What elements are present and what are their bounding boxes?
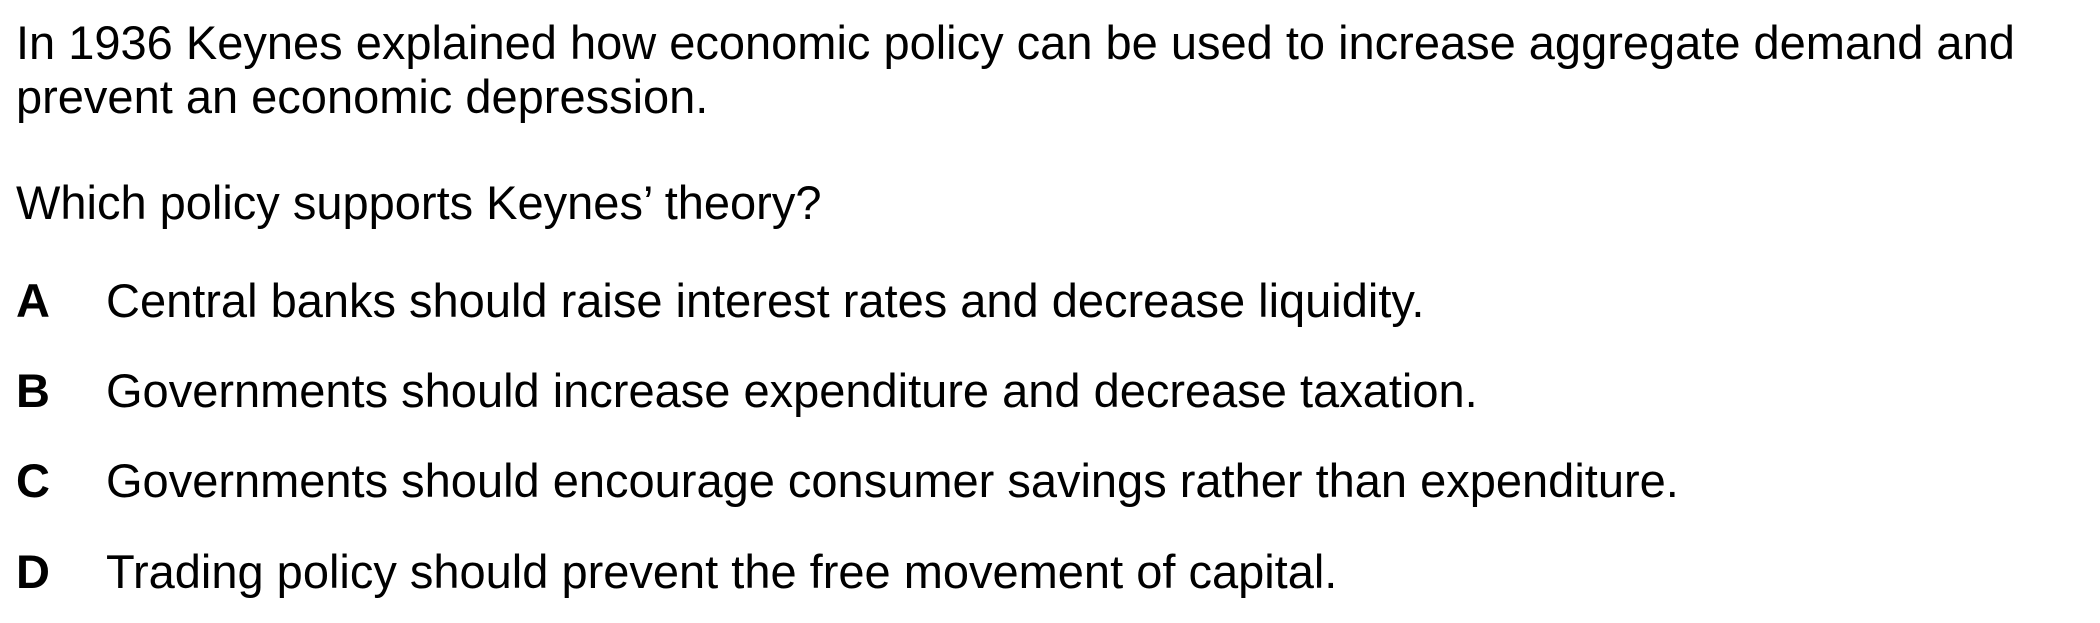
answer-option-d: D Trading policy should prevent the free… [16,545,2076,599]
answer-option-c: C Governments should encourage consumer … [16,454,2076,508]
answer-option-b: B Governments should increase expenditur… [16,364,2076,418]
option-text: Central banks should raise interest rate… [106,274,1425,327]
option-letter: D [16,545,50,598]
option-text: Trading policy should prevent the free m… [106,545,1338,598]
answer-option-a: A Central banks should raise interest ra… [16,274,2076,328]
option-letter: C [16,454,50,507]
option-text: Governments should increase expenditure … [106,364,1478,417]
option-letter: B [16,364,50,417]
option-letter: A [16,274,50,327]
option-text: Governments should encourage consumer sa… [106,454,1679,507]
question-prompt: Which policy supports Keynes’ theory? [16,176,822,229]
question-stem: In 1936 Keynes explained how economic po… [16,16,2015,123]
